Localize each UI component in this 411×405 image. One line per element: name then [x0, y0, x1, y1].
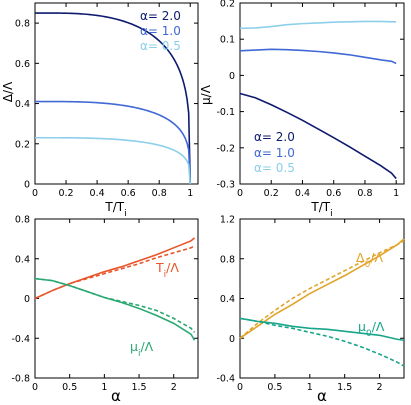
annotation-mui: μi/Λ — [130, 339, 154, 359]
x-tick-label: 0.4 — [295, 188, 310, 199]
series-line--0--dashed — [239, 317, 405, 367]
series-line-t-i--dashed — [34, 245, 195, 300]
y-tick-label: 0.8 — [15, 19, 30, 30]
x-tick-label: 0.2 — [58, 188, 73, 199]
series-line--2-0 — [239, 92, 397, 180]
series-line--0--dashed — [239, 240, 405, 339]
y-tick-label: 0.6 — [15, 59, 30, 70]
series-line--0-5 — [35, 136, 192, 185]
y-axis-label: Δ/Λ — [1, 81, 15, 102]
y-tick-label: 0.1 — [220, 35, 235, 46]
y-tick-label: 0 — [229, 334, 235, 345]
series-line--0- — [239, 238, 405, 339]
x-tick-label: 0.8 — [152, 188, 167, 199]
x-tick-label: 0 — [32, 188, 38, 199]
series-line--0- — [239, 317, 405, 342]
series-line-t-i- — [34, 237, 196, 300]
legend-entry-alpha-1: α= 1.0 — [254, 146, 295, 160]
y-tick-label: 0.2 — [15, 139, 30, 150]
annotation-ti: Ti/Λ — [155, 260, 179, 280]
x-tick-label: 0 — [237, 188, 243, 199]
x-tick-label: 1 — [101, 382, 107, 393]
panel-delta0-mu0-vs-alpha: 0 0.5 1 1.5 21.20.80.40-0.4 α Δ0/Λ μ0/Λ — [216, 215, 405, 405]
y-tick-label: -0.1 — [216, 107, 235, 118]
x-tick-label: 0.5 — [62, 382, 77, 393]
y-tick-label: 0.4 — [15, 99, 30, 110]
y-tick-label: -0.4 — [11, 334, 30, 345]
y-tick-label: 0.8 — [220, 254, 235, 265]
legend-entry-alpha-2: α= 2.0 — [140, 9, 181, 23]
panel-gap-vs-temperature: 0 0.2 0.4 0.6 0.8 1 0 0.2 0.4 0.6 0.8 Δ/Λ T/Ti α= … — [1, 2, 199, 219]
x-tick-label: 0.4 — [90, 188, 105, 199]
y-axis-label: μ/Λ — [199, 84, 213, 105]
y-tick-label: -0.3 — [216, 180, 235, 191]
series-line--2-0 — [35, 12, 192, 185]
panel-mu-vs-temperature: 0 0.2 0.4 0.6 0.8 1 0.2 0.1 0 -0.1 -0.2 -0.3 μ/Λ T/… — [199, 0, 405, 219]
x-tick-label: 2 — [377, 382, 383, 393]
y-tick-label: -0.4 — [216, 374, 235, 385]
legend-entry-alpha-2: α= 2.0 — [254, 130, 295, 144]
x-tick-label: 1 — [187, 188, 193, 199]
x-tick-label: 0 — [32, 382, 38, 393]
y-tick-label: 0 — [24, 180, 30, 191]
x-tick-label: 1 — [307, 382, 313, 393]
y-tick-label: 0 — [229, 71, 235, 82]
x-tick-label: 0.6 — [326, 188, 341, 199]
series-line--1-0 — [239, 48, 397, 65]
y-tick-label: -0.2 — [216, 143, 235, 154]
x-axis-label: T/Ti — [104, 200, 126, 219]
plot-frame — [34, 2, 199, 185]
series-line--1-0 — [35, 100, 192, 185]
y-tick-label: 0.2 — [220, 0, 235, 10]
x-tick-label: 0 — [237, 382, 243, 393]
y-tick-label: 0.4 — [220, 294, 235, 305]
panel-ti-mui-vs-alpha: 0 0.5 1 1.5 2 0.8 0.4 0 -0.4 -0.8 α Ti/Λ μi/Λ — [11, 215, 199, 405]
x-tick-label: 2 — [171, 382, 177, 393]
legend-entry-alpha-05: α= 0.5 — [254, 161, 295, 175]
plot-frame — [34, 218, 199, 379]
x-tick-label: 0.2 — [264, 188, 279, 199]
y-tick-label: -0.8 — [11, 374, 30, 385]
x-tick-label: 1.5 — [131, 382, 146, 393]
y-tick-label: 1.2 — [220, 215, 235, 226]
y-tick-label: 0 — [24, 294, 30, 305]
x-tick-label: 1 — [393, 188, 399, 199]
legend-entry-alpha-1: α= 1.0 — [140, 24, 181, 38]
y-tick-label: 0.8 — [15, 215, 30, 226]
x-tick-label: 0.6 — [121, 188, 136, 199]
x-tick-label: 0.8 — [357, 188, 372, 199]
x-axis-label: α — [111, 387, 121, 405]
series-line--i--dashed — [34, 277, 196, 333]
legend-entry-alpha-05: α= 0.5 — [140, 39, 181, 53]
x-tick-label: 1.5 — [337, 382, 352, 393]
series-line--0-5 — [239, 20, 397, 30]
x-axis-label: T/Ti — [310, 200, 332, 219]
y-tick-label: 0.4 — [15, 254, 30, 265]
x-tick-label: 0.5 — [267, 382, 282, 393]
x-axis-label: α — [317, 387, 327, 405]
